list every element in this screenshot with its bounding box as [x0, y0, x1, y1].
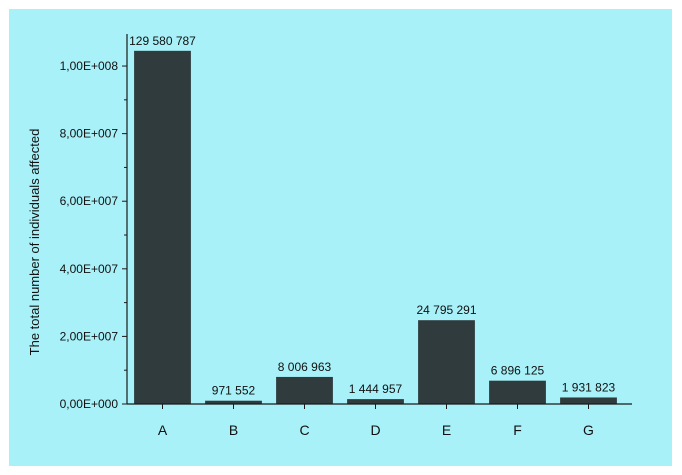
bar-F	[489, 380, 546, 404]
chart-panel: 129 580 787 971 552 8 006 963 1 444 957 24 7…	[9, 9, 672, 466]
data-label-B: 971 552	[212, 384, 256, 398]
x-tick-label-A: A	[158, 422, 168, 438]
y-tick-label: 4,00E+007	[60, 262, 119, 276]
bars-group: 129 580 787 971 552 8 006 963 1 444 957 24 7…	[129, 34, 617, 404]
x-tick-label-D: D	[370, 422, 380, 438]
axes-group: A B C D E F G 0,00E+000 2,00E+007 4,00E+007 6,00E+…	[60, 34, 632, 438]
x-tick-label-F: F	[513, 422, 522, 438]
bar-C	[276, 376, 333, 404]
y-tick-label: 8,00E+007	[60, 127, 119, 141]
data-label-C: 8 006 963	[278, 360, 332, 374]
data-label-F: 6 896 125	[491, 364, 545, 378]
y-axis-label: The total number of individuals affected	[27, 129, 42, 356]
bar-chart: 129 580 787 971 552 8 006 963 1 444 957 24 7…	[27, 34, 632, 438]
y-tick-label: 2,00E+007	[60, 329, 119, 343]
y-tick-label: 1,00E+008	[60, 59, 119, 73]
bar-E	[418, 320, 475, 404]
x-tick-label-G: G	[583, 422, 594, 438]
bar-G	[560, 397, 617, 404]
data-label-E: 24 795 291	[416, 303, 476, 317]
bar-B	[205, 400, 262, 404]
bar-D	[347, 399, 404, 404]
data-label-G: 1 931 823	[562, 380, 616, 394]
x-tick-label-B: B	[229, 422, 238, 438]
y-tick-label: 0,00E+000	[60, 397, 119, 411]
x-tick-label-E: E	[442, 422, 451, 438]
y-tick-label: 6,00E+007	[60, 194, 119, 208]
data-label-A: 129 580 787	[129, 34, 196, 48]
bar-A	[134, 50, 191, 404]
data-label-D: 1 444 957	[349, 382, 403, 396]
x-tick-label-C: C	[299, 422, 309, 438]
